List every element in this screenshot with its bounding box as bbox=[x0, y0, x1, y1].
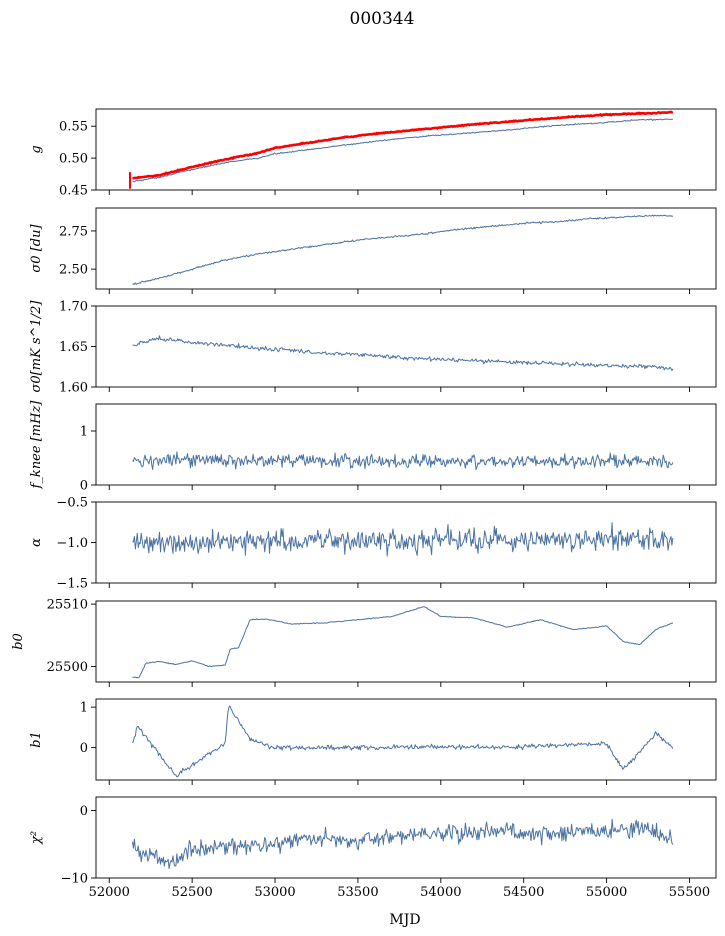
y-tick-label: −10 bbox=[61, 872, 88, 887]
y-tick-label: 2.75 bbox=[59, 224, 88, 239]
panel-g: 0.45 0.50 0.55 g bbox=[29, 108, 717, 199]
y-tick-label: 1.60 bbox=[59, 381, 88, 396]
plot-area bbox=[132, 818, 674, 870]
y-axis-label: b0 bbox=[11, 633, 26, 650]
x-tick-label: 55500 bbox=[669, 885, 710, 900]
y-tick-label: 1.65 bbox=[59, 340, 88, 355]
y-tick-label: 0 bbox=[80, 479, 88, 494]
x-axis-label: MJD bbox=[389, 912, 420, 928]
axes-frame bbox=[95, 600, 717, 683]
plot-area bbox=[128, 110, 674, 189]
y-tick-label: 1 bbox=[80, 425, 88, 440]
y-tick-label: 0 bbox=[80, 741, 88, 756]
y-tick-label: 0 bbox=[80, 804, 88, 819]
x-tick-label: 55000 bbox=[586, 885, 627, 900]
x-tick-label: 52000 bbox=[89, 885, 130, 900]
x-tick-label: 54500 bbox=[503, 885, 544, 900]
series-line bbox=[132, 818, 674, 870]
series-line bbox=[132, 214, 674, 285]
plot-area bbox=[132, 451, 674, 471]
y-tick-label: 0.50 bbox=[59, 152, 88, 167]
axes-frame bbox=[95, 305, 717, 388]
panel-b0: 25500 25510 b0 bbox=[11, 598, 717, 687]
y-axis-label: χ² bbox=[29, 831, 44, 845]
series-line bbox=[132, 606, 674, 679]
axes-frame bbox=[95, 796, 717, 879]
y-tick-label: −1.5 bbox=[56, 577, 88, 592]
y-axis-label: g bbox=[29, 145, 44, 153]
plot-area bbox=[132, 335, 674, 371]
panel-alpha: −1.5 −1.0 −0.5 α bbox=[29, 496, 717, 592]
y-tick-label: 0.45 bbox=[59, 184, 88, 199]
panel-b1: 0 1 b1 bbox=[29, 698, 717, 785]
y-axis-label: σ0[mK s^1/2] bbox=[29, 300, 44, 393]
y-tick-label: 25510 bbox=[47, 598, 88, 613]
plot-area bbox=[132, 522, 674, 557]
y-tick-label: 0.55 bbox=[59, 120, 88, 135]
plot-area bbox=[132, 606, 674, 679]
y-axis-label: α bbox=[29, 538, 44, 547]
plot-area bbox=[132, 705, 674, 778]
panel-sigma0-du: 2.50 2.75 σ0 [du] bbox=[29, 207, 717, 294]
x-tick-label: 54000 bbox=[420, 885, 461, 900]
y-tick-label: 2.50 bbox=[59, 263, 88, 278]
fit-line bbox=[132, 110, 674, 180]
axes-frame bbox=[95, 207, 717, 290]
y-axis-label: b1 bbox=[29, 731, 44, 748]
x-tick-label: 53500 bbox=[337, 885, 378, 900]
figure-title: 000344 bbox=[350, 9, 415, 29]
series-line bbox=[132, 335, 674, 371]
y-tick-label: −0.5 bbox=[56, 496, 88, 511]
y-tick-label: 1 bbox=[80, 701, 88, 716]
panel-fknee: 0 1 f_knee [mHz] bbox=[29, 400, 717, 494]
axes-frame bbox=[95, 403, 717, 486]
series-line bbox=[132, 522, 674, 557]
x-tick-label: 53000 bbox=[254, 885, 295, 900]
panel-sigma0-mks: 1.60 1.65 1.70 σ0[mK s^1/2] bbox=[29, 300, 717, 396]
y-axis-label: σ0 [du] bbox=[29, 224, 44, 273]
y-tick-label: −1.0 bbox=[56, 536, 88, 551]
series-line bbox=[132, 451, 674, 471]
panel-chi2: −10 0 52000 52500 53000 53500 54000 54500 55000 5… bbox=[29, 796, 717, 900]
plot-area bbox=[132, 214, 674, 285]
y-axis-label: f_knee [mHz] bbox=[29, 400, 44, 490]
series-line bbox=[132, 118, 673, 183]
y-tick-label: 25500 bbox=[47, 660, 88, 675]
axes-frame bbox=[95, 108, 717, 191]
y-tick-label: 1.70 bbox=[59, 300, 88, 315]
series-line bbox=[132, 705, 674, 778]
x-tick-label: 52500 bbox=[171, 885, 212, 900]
axes-frame bbox=[95, 698, 717, 781]
